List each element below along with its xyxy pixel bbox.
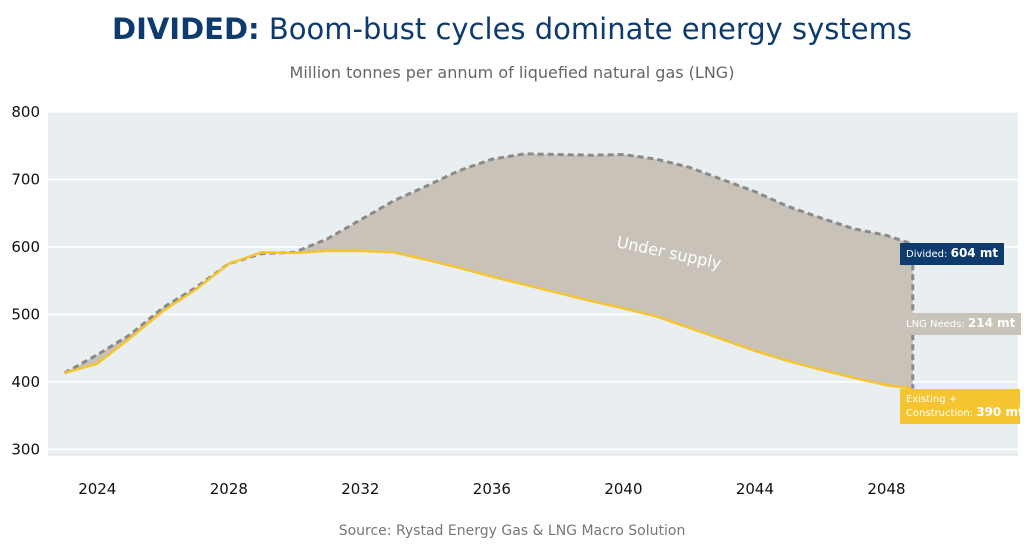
chart-title-rest: Boom-bust cycles dominate energy systems bbox=[268, 12, 912, 46]
chart-title-bold: DIVIDED: bbox=[112, 12, 260, 46]
x-axis-ticks: 2024 2028 2032 2036 2040 2044 2048 bbox=[78, 480, 905, 498]
x-tick-label: 2036 bbox=[473, 480, 511, 498]
lng-needs-tag-label: LNG Needs: bbox=[906, 319, 965, 330]
divided-tag-value: 604 mt bbox=[950, 246, 999, 260]
y-tick-label: 400 bbox=[11, 373, 40, 391]
x-tick-label: 2024 bbox=[78, 480, 116, 498]
x-tick-label: 2028 bbox=[210, 480, 248, 498]
y-axis-ticks: 300 400 500 600 700 800 bbox=[11, 103, 40, 458]
lng-needs-tag: LNG Needs: 214 mt bbox=[900, 313, 1022, 335]
y-tick-label: 800 bbox=[11, 103, 40, 121]
existing-tag-label-2: Construction: bbox=[906, 408, 974, 419]
y-tick-label: 500 bbox=[11, 305, 40, 323]
under-supply-area bbox=[64, 153, 913, 389]
series-line-existing-construction bbox=[64, 249, 913, 390]
y-tick-label: 300 bbox=[11, 440, 40, 458]
existing-tag-label-1: Existing + bbox=[906, 394, 958, 405]
x-tick-label: 2032 bbox=[341, 480, 379, 498]
lng-needs-tag-value: 214 mt bbox=[967, 316, 1016, 330]
divided-tag-label: Divided: bbox=[906, 249, 948, 260]
y-tick-label: 600 bbox=[11, 238, 40, 256]
chart-subtitle: Million tonnes per annum of liquefied na… bbox=[289, 63, 735, 82]
divided-tag: Divided: 604 mt bbox=[900, 243, 1005, 265]
chart-title: DIVIDED: Boom-bust cycles dominate energ… bbox=[0, 12, 1024, 46]
source-note: Source: Rystad Energy Gas & LNG Macro So… bbox=[338, 523, 686, 539]
existing-construction-tag: Existing + Construction: 390 mt bbox=[900, 389, 1024, 424]
existing-tag-value: 390 mt bbox=[976, 405, 1024, 419]
x-tick-label: 2040 bbox=[604, 480, 642, 498]
x-tick-label: 2044 bbox=[736, 480, 774, 498]
y-tick-label: 700 bbox=[11, 170, 40, 188]
x-tick-label: 2048 bbox=[867, 480, 905, 498]
